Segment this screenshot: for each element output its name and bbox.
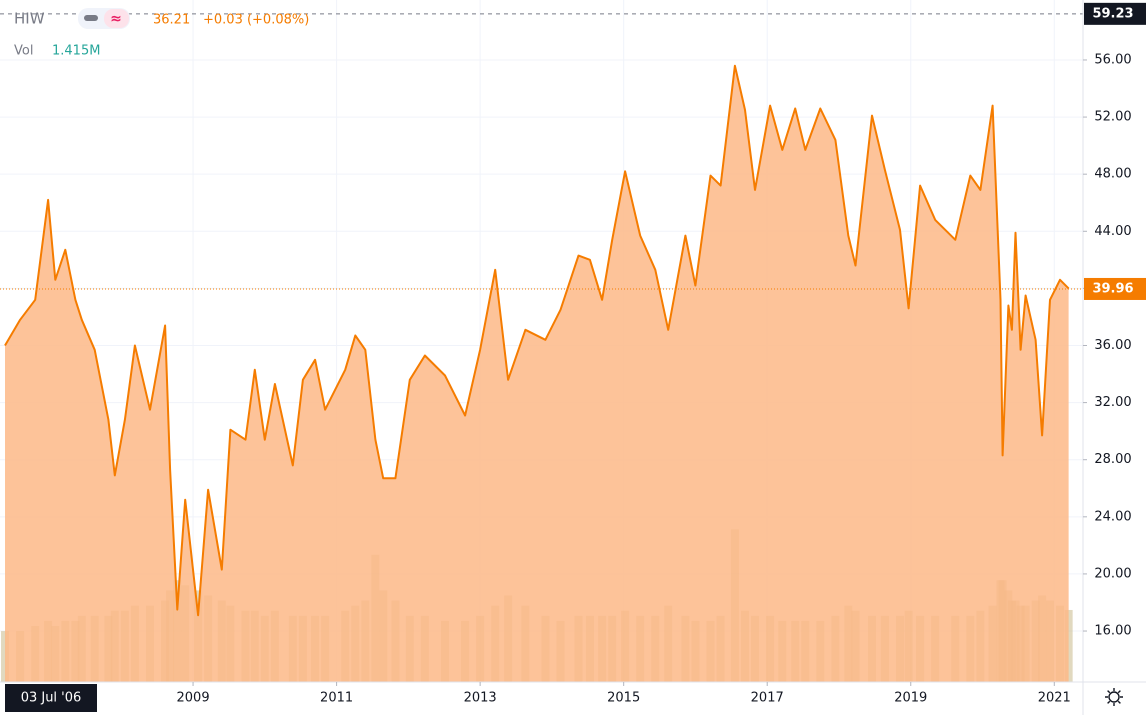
price-area	[5, 65, 1069, 682]
close-value: 36.21	[153, 13, 190, 28]
x-tick-label: 2013	[464, 691, 497, 706]
volume-label: Vol	[14, 44, 33, 59]
cursor-date: 03 Jul '06	[21, 691, 82, 706]
symbol: HIW	[14, 10, 45, 28]
y-tick-label: 52.00	[1094, 110, 1131, 125]
y-tick-label: 20.00	[1094, 566, 1131, 581]
volume-value: 1.415M	[52, 44, 100, 59]
price-layer	[0, 13, 1083, 682]
cursor-date-box	[5, 684, 97, 712]
change-value: +0.03 (+0.08%)	[203, 13, 309, 28]
y-tick-label: 28.00	[1094, 452, 1131, 467]
high-price-box	[1084, 2, 1146, 25]
x-tick-label: 2019	[894, 691, 927, 706]
settings-icon[interactable]	[1105, 688, 1123, 706]
x-tick-label: 2009	[177, 691, 210, 706]
last-price-label: 39.96	[1092, 281, 1133, 296]
y-tick-label: 32.00	[1094, 395, 1131, 410]
y-tick-label: 24.00	[1094, 509, 1131, 524]
y-tick-label: 44.00	[1094, 224, 1131, 239]
volume-bar	[1064, 609, 1073, 682]
axes: 16.0020.0024.0028.0032.0036.0040.0044.00…	[177, 2, 1146, 706]
y-tick-label: 16.00	[1094, 624, 1131, 639]
x-tick-label: 2015	[607, 691, 640, 706]
compare-icon: ≈	[110, 11, 122, 27]
x-tick-label: 2017	[751, 691, 784, 706]
y-tick-label: 36.00	[1094, 338, 1131, 353]
y-tick-label: 48.00	[1094, 167, 1131, 182]
y-tick-label: 56.00	[1094, 52, 1131, 67]
hide-icon	[84, 15, 98, 21]
high-price-label: 59.23	[1092, 6, 1133, 21]
last-price-box	[1084, 277, 1146, 300]
price-line	[4, 64, 1070, 617]
x-tick-label: 2021	[1038, 691, 1071, 706]
compare-icon-bg	[104, 9, 129, 28]
x-tick-label: 2011	[320, 691, 353, 706]
